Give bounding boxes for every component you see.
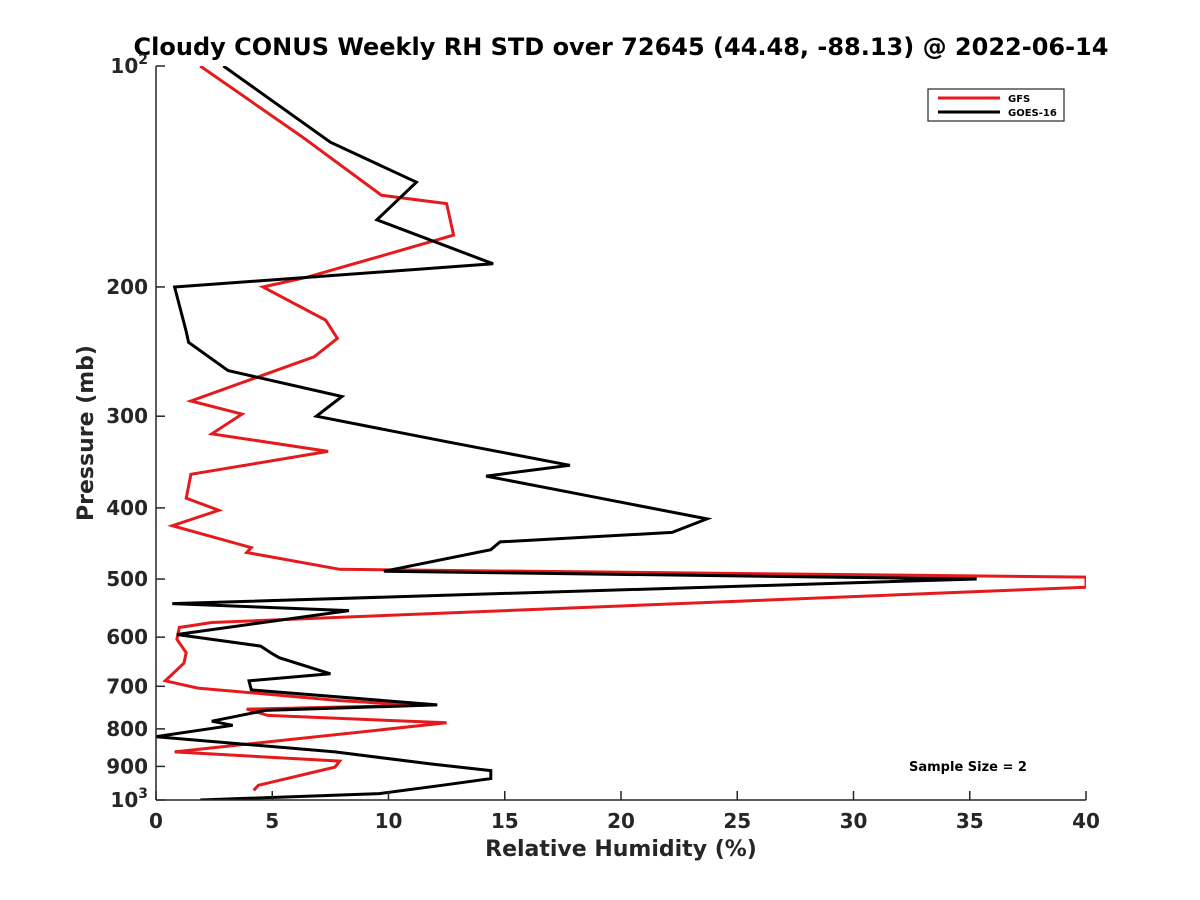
x-tick-label: 35 xyxy=(956,809,984,833)
series-line-gfs xyxy=(162,66,1086,792)
y-tick-label: 500 xyxy=(106,567,148,591)
x-tick-label: 40 xyxy=(1072,809,1100,833)
x-tick-label: 25 xyxy=(723,809,751,833)
plot-area xyxy=(156,66,1086,800)
y-tick-label: 700 xyxy=(106,674,148,698)
x-tick-label: 20 xyxy=(607,809,635,833)
y-tick-label: 102 xyxy=(110,52,148,78)
y-tick-label: 400 xyxy=(106,496,148,520)
y-axis-label: Pressure (mb) xyxy=(74,345,99,521)
x-tick-label: 5 xyxy=(265,809,279,833)
y-tick-label: 103 xyxy=(110,786,148,812)
y-tick-label: 200 xyxy=(106,275,148,299)
x-tick-label: 10 xyxy=(375,809,403,833)
x-tick-label: 0 xyxy=(149,809,163,833)
sample-size-annotation: Sample Size = 2 xyxy=(909,760,1027,775)
legend-box xyxy=(927,88,1065,122)
x-tick-label: 30 xyxy=(840,809,868,833)
y-tick-label: 300 xyxy=(106,404,148,428)
legend-label-goes-16: GOES-16 xyxy=(1008,108,1057,119)
x-tick-label: 15 xyxy=(491,809,519,833)
y-tick-label: 600 xyxy=(106,625,148,649)
x-axis-label: Relative Humidity (%) xyxy=(485,837,757,862)
y-tick-label: 900 xyxy=(106,754,148,778)
chart-title: Cloudy CONUS Weekly RH STD over 72645 (4… xyxy=(134,33,1109,61)
y-tick-label: 800 xyxy=(106,717,148,741)
axes: 0 5 10 15 20 25 30 35 40 102 200 300 400 500 600 700 800… xyxy=(106,52,1100,833)
series-line-goes-16 xyxy=(156,66,977,800)
legend-label-gfs: GFS xyxy=(1008,94,1030,105)
legend: GFS GOES-16 xyxy=(927,88,1065,122)
